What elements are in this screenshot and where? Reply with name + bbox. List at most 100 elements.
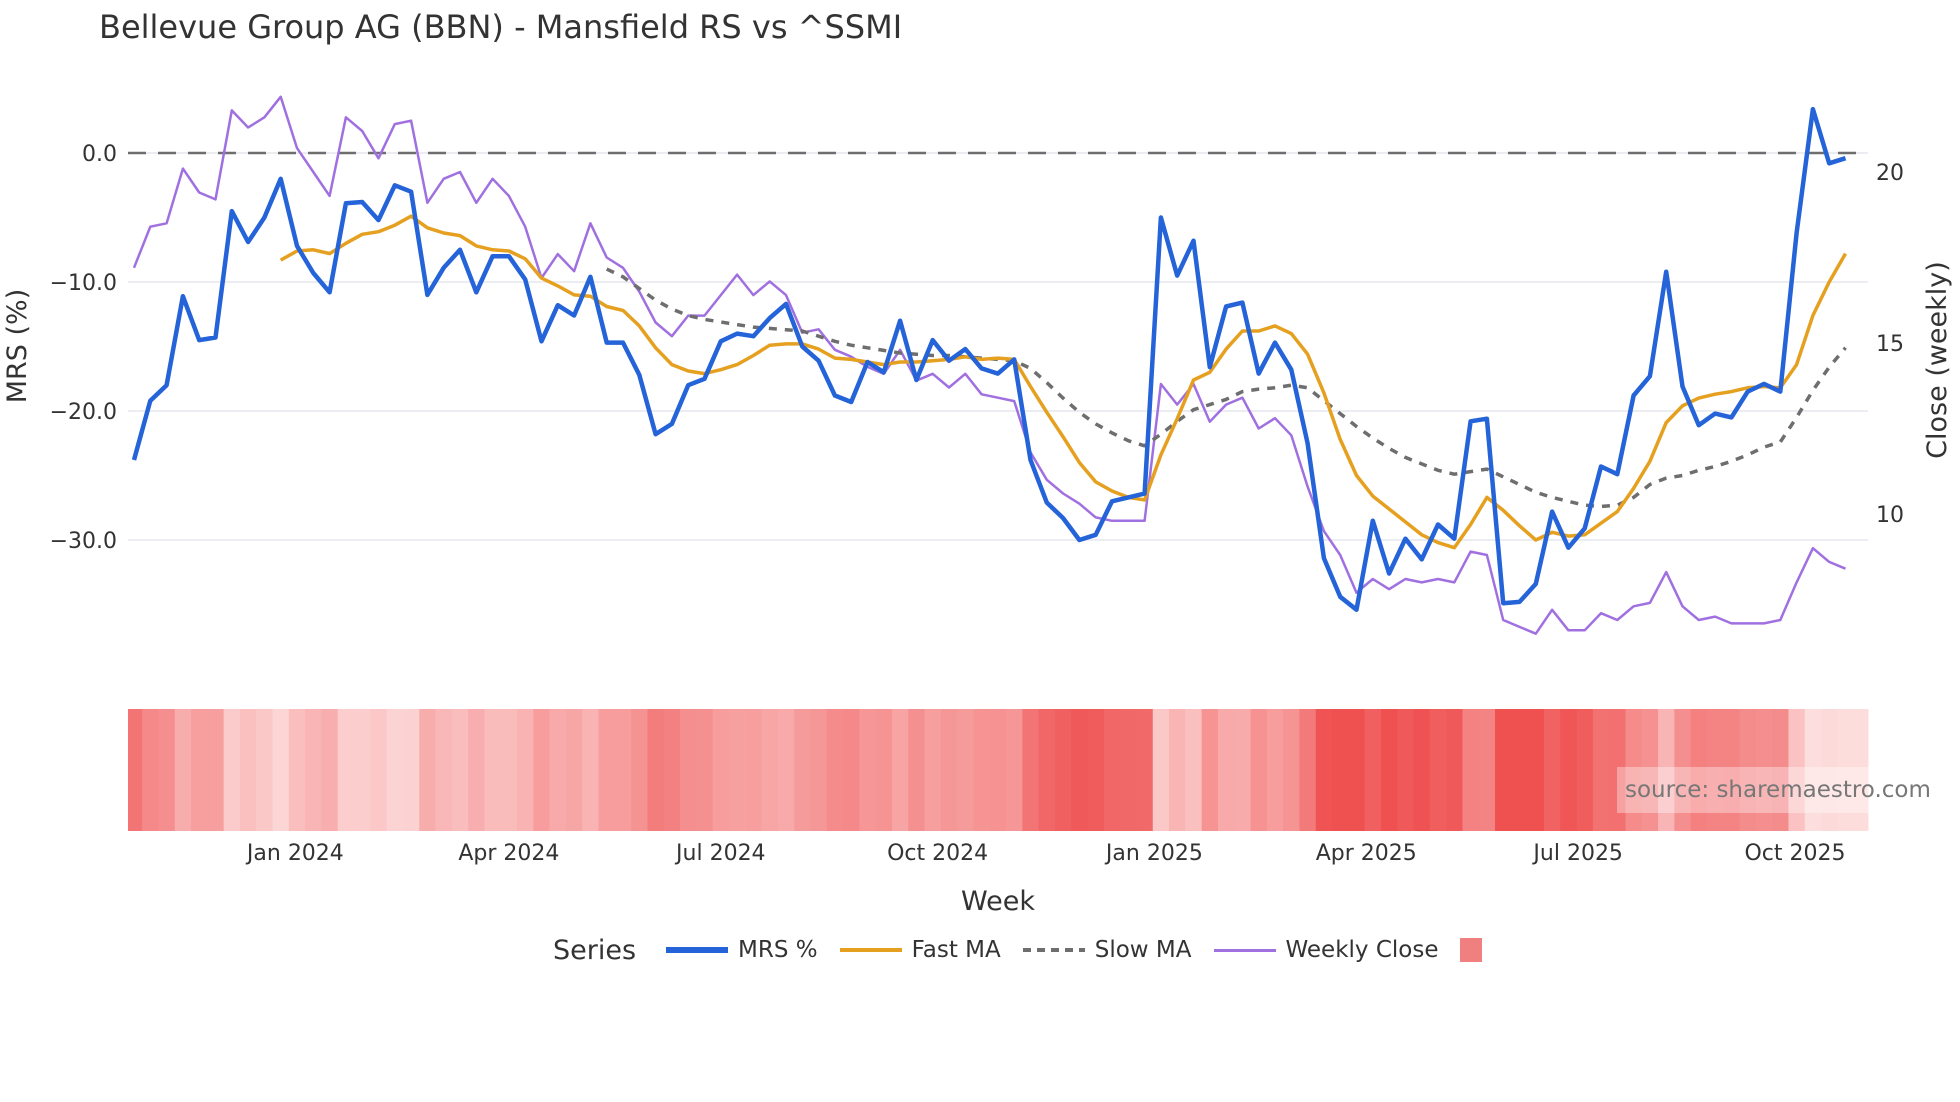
heatmap-cell[interactable] xyxy=(663,709,681,831)
heatmap-cell[interactable] xyxy=(794,709,811,831)
heatmap-cell[interactable] xyxy=(875,709,893,831)
heatmap-cell[interactable] xyxy=(1266,709,1284,831)
heatmap-cell[interactable] xyxy=(1690,709,1708,831)
heatmap-cell[interactable] xyxy=(1560,709,1578,831)
heatmap-cell[interactable] xyxy=(1527,709,1545,831)
heatmap-cell[interactable] xyxy=(1788,709,1806,831)
heatmap-cell[interactable] xyxy=(435,709,453,831)
heatmap-cell[interactable] xyxy=(777,709,795,831)
heatmap-cell[interactable] xyxy=(1723,709,1741,831)
heatmap-cell[interactable] xyxy=(1804,709,1822,831)
heatmap-cell[interactable] xyxy=(1103,709,1121,831)
heatmap-cell[interactable] xyxy=(1739,709,1757,831)
heatmap-cell[interactable] xyxy=(1772,709,1789,831)
heatmap-cell[interactable] xyxy=(272,709,290,831)
heatmap-cell[interactable] xyxy=(1592,709,1610,831)
heatmap-cell[interactable] xyxy=(1821,709,1838,831)
heatmap-cell[interactable] xyxy=(370,709,388,831)
heatmap-cell[interactable] xyxy=(1120,709,1137,831)
heatmap-cell[interactable] xyxy=(631,709,648,831)
heatmap-cell[interactable] xyxy=(1641,709,1659,831)
heatmap-cell[interactable] xyxy=(1250,709,1268,831)
heatmap-cell[interactable] xyxy=(1397,709,1415,831)
heatmap-cell[interactable] xyxy=(891,709,909,831)
heatmap-cell[interactable] xyxy=(1446,709,1463,831)
series-line-mrs-[interactable] xyxy=(131,106,1847,612)
heatmap-cell[interactable] xyxy=(1364,709,1382,831)
heatmap-cell[interactable] xyxy=(1038,709,1056,831)
heatmap-cell[interactable] xyxy=(1152,709,1170,831)
heatmap-strip[interactable] xyxy=(128,709,1869,831)
series-line-fast-ma[interactable] xyxy=(279,214,1848,550)
heatmap-cell[interactable] xyxy=(1071,709,1089,831)
heatmap-cell[interactable] xyxy=(1429,709,1447,831)
heatmap-cell[interactable] xyxy=(468,709,485,831)
heatmap-cell[interactable] xyxy=(549,709,567,831)
heatmap-cell[interactable] xyxy=(565,709,583,831)
heatmap-cell[interactable] xyxy=(1576,709,1594,831)
legend-item-slow-ma[interactable]: Slow MA xyxy=(1022,937,1192,963)
heatmap-cell[interactable] xyxy=(451,709,469,831)
heatmap-cell[interactable] xyxy=(696,709,714,831)
heatmap-cell[interactable] xyxy=(1625,709,1643,831)
heatmap-cell[interactable] xyxy=(1543,709,1561,831)
heatmap-cell[interactable] xyxy=(1315,709,1333,831)
heatmap-cell[interactable] xyxy=(1332,709,1349,831)
heatmap-cell[interactable] xyxy=(1511,709,1529,831)
heatmap-cell[interactable] xyxy=(1217,709,1235,831)
heatmap-cell[interactable] xyxy=(239,709,257,831)
heatmap-cell[interactable] xyxy=(533,709,551,831)
heatmap-cell[interactable] xyxy=(1185,709,1203,831)
heatmap-cell[interactable] xyxy=(1755,709,1773,831)
heatmap-cell[interactable] xyxy=(680,709,697,831)
heatmap-cell[interactable] xyxy=(1283,709,1300,831)
heatmap-cell[interactable] xyxy=(288,709,306,831)
heatmap-cell[interactable] xyxy=(728,709,746,831)
heatmap-cell[interactable] xyxy=(174,709,192,831)
heatmap-cell[interactable] xyxy=(940,709,958,831)
heatmap-cell[interactable] xyxy=(1201,709,1219,831)
heatmap-cell[interactable] xyxy=(1169,709,1186,831)
heatmap-cell[interactable] xyxy=(1087,709,1105,831)
heatmap-cell[interactable] xyxy=(1299,709,1317,831)
heatmap-cell[interactable] xyxy=(647,709,665,831)
heatmap-cell[interactable] xyxy=(1706,709,1724,831)
legend-item-fast-ma[interactable]: Fast MA xyxy=(839,937,1001,963)
heatmap-cell[interactable] xyxy=(354,709,371,831)
series-line-slow-ma[interactable] xyxy=(605,267,1847,509)
heatmap-cell[interactable] xyxy=(859,709,877,831)
legend-item-weekly-close[interactable]: Weekly Close xyxy=(1213,937,1438,963)
heatmap-cell[interactable] xyxy=(598,709,616,831)
heatmap-cell[interactable] xyxy=(256,709,274,831)
heatmap-cell[interactable] xyxy=(207,709,225,831)
series-line-weekly-close[interactable] xyxy=(132,95,1846,635)
heatmap-cell[interactable] xyxy=(1054,709,1072,831)
heatmap-cell[interactable] xyxy=(484,709,502,831)
heatmap-cell[interactable] xyxy=(402,709,420,831)
heatmap-cell[interactable] xyxy=(223,709,241,831)
heatmap-cell[interactable] xyxy=(1022,709,1040,831)
heatmap-cell[interactable] xyxy=(957,709,974,831)
heatmap-cell[interactable] xyxy=(843,709,860,831)
legend-item-heatmap[interactable] xyxy=(1460,938,1483,962)
heatmap-cell[interactable] xyxy=(989,709,1007,831)
heatmap-cell[interactable] xyxy=(1234,709,1252,831)
heatmap-cell[interactable] xyxy=(337,709,355,831)
heatmap-cell[interactable] xyxy=(826,709,844,831)
heatmap-cell[interactable] xyxy=(191,709,208,831)
legend-item-mrs[interactable]: MRS % xyxy=(666,937,818,963)
heatmap-cell[interactable] xyxy=(419,709,437,831)
heatmap-cell[interactable] xyxy=(908,709,926,831)
heatmap-cell[interactable] xyxy=(582,709,600,831)
heatmap-cell[interactable] xyxy=(1348,709,1366,831)
series-lines[interactable] xyxy=(131,95,1848,635)
heatmap-cell[interactable] xyxy=(386,709,404,831)
heatmap-cell[interactable] xyxy=(1380,709,1398,831)
heatmap-cell[interactable] xyxy=(1837,709,1869,831)
heatmap-cell[interactable] xyxy=(810,709,828,831)
heatmap-cell[interactable] xyxy=(128,709,143,831)
heatmap-cell[interactable] xyxy=(517,709,534,831)
heatmap-cell[interactable] xyxy=(745,709,763,831)
heatmap-cell[interactable] xyxy=(321,709,339,831)
